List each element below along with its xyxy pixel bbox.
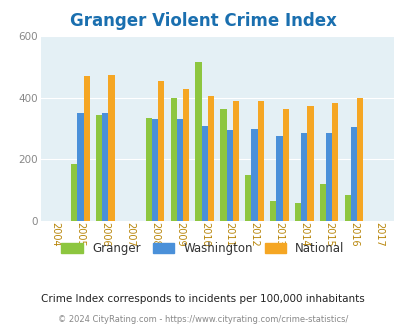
Text: Granger Violent Crime Index: Granger Violent Crime Index <box>69 13 336 30</box>
Bar <box>307 106 313 221</box>
Bar <box>269 201 276 221</box>
Bar <box>183 89 189 221</box>
Bar <box>176 119 183 221</box>
Bar <box>301 133 307 221</box>
Bar <box>145 118 151 221</box>
Text: © 2024 CityRating.com - https://www.cityrating.com/crime-statistics/: © 2024 CityRating.com - https://www.city… <box>58 315 347 324</box>
Bar <box>282 109 288 221</box>
Bar <box>319 184 325 221</box>
Text: Crime Index corresponds to incidents per 100,000 inhabitants: Crime Index corresponds to incidents per… <box>41 294 364 304</box>
Bar <box>325 133 331 221</box>
Bar <box>331 103 338 221</box>
Bar <box>245 175 251 221</box>
Bar <box>195 62 201 221</box>
Bar <box>83 76 90 221</box>
Bar <box>344 195 350 221</box>
Bar <box>71 164 77 221</box>
Bar <box>96 115 102 221</box>
Bar <box>294 203 301 221</box>
Bar <box>220 109 226 221</box>
Bar <box>226 130 232 221</box>
Bar <box>257 101 263 221</box>
Bar <box>356 98 362 221</box>
Bar <box>207 96 213 221</box>
Bar <box>201 126 207 221</box>
Bar <box>170 98 176 221</box>
Legend: Granger, Washington, National: Granger, Washington, National <box>57 237 348 260</box>
Bar <box>350 127 356 221</box>
Bar <box>276 136 282 221</box>
Bar <box>77 113 83 221</box>
Bar <box>232 101 239 221</box>
Bar <box>251 129 257 221</box>
Bar <box>151 119 158 221</box>
Bar <box>102 113 108 221</box>
Bar <box>158 81 164 221</box>
Bar <box>108 75 114 221</box>
